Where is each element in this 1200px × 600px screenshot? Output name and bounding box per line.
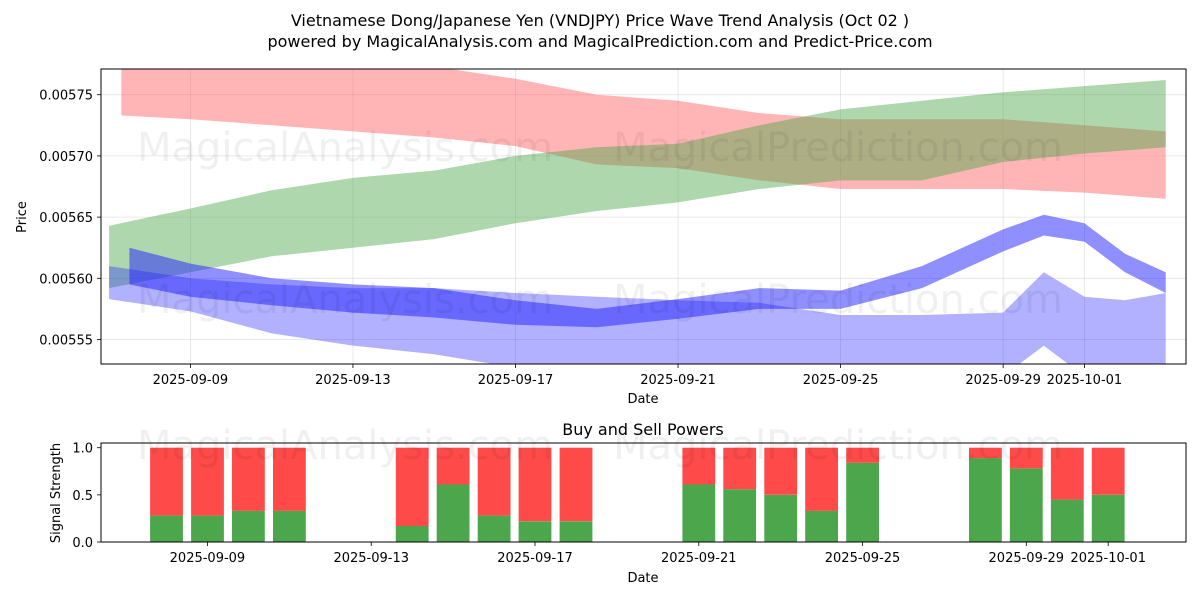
buy-bar	[518, 521, 552, 542]
watermark-top: MagicalAnalysis.com MagicalPrediction.co…	[137, 125, 1063, 323]
x-tick-label: 2025-09-21	[640, 373, 716, 388]
sell-bar	[150, 447, 183, 516]
buy-bar	[273, 510, 306, 542]
price-axes: 2025-09-09 2025-09-13 2025-09-17 2025-09-21…	[39, 89, 1122, 388]
sell-bar	[723, 447, 757, 490]
signal-plot-frame	[100, 442, 1187, 543]
buy-bar	[846, 462, 879, 542]
x-tick-label: 2025-09-17	[497, 551, 573, 566]
watermark-text: MagicalPrediction.com	[613, 423, 1063, 469]
watermark-text: MagicalPrediction.com	[613, 125, 1063, 171]
buy-bar	[191, 515, 224, 542]
buy-bar	[477, 515, 511, 542]
signal-x-axis-label: Date	[627, 571, 658, 586]
buy-bar	[559, 521, 593, 542]
price-y-axis-label: Price	[15, 201, 30, 233]
buy-bar	[682, 484, 716, 542]
buy-bar	[1050, 499, 1084, 542]
watermark-bottom: MagicalAnalysis.com MagicalPrediction.co…	[137, 423, 1063, 469]
x-tick-label: 2025-10-01	[1047, 373, 1123, 388]
sell-bar	[273, 447, 306, 511]
sell-bar	[559, 447, 593, 522]
sell-bar	[1050, 447, 1084, 500]
x-tick-label: 2025-09-09	[170, 551, 246, 566]
sell-bar	[805, 447, 838, 511]
x-tick-label: 2025-09-29	[989, 551, 1065, 566]
x-tick-label: 2025-09-25	[825, 551, 901, 566]
chart-title: Vietnamese Dong/Japanese Yen (VNDJPY) Pr…	[291, 11, 909, 30]
signal-y-axis-label: Signal Strength	[49, 443, 64, 543]
y-tick-label: 0.5	[72, 489, 93, 504]
watermark-text: MagicalAnalysis.com	[137, 277, 553, 323]
x-tick-label: 2025-09-29	[965, 373, 1041, 388]
buy-bar	[150, 515, 183, 542]
signal-bars	[150, 447, 1125, 542]
y-tick-label: 0.0	[72, 536, 93, 551]
buy-bar	[1009, 468, 1043, 542]
sell-bar	[436, 447, 470, 485]
sell-bar	[1009, 447, 1043, 469]
x-tick-label: 2025-09-13	[315, 373, 391, 388]
sell-bar	[395, 447, 429, 526]
watermark-text: MagicalAnalysis.com	[137, 423, 553, 469]
price-band-0	[121, 69, 1166, 199]
signal-chart-title: Buy and Sell Powers	[562, 420, 724, 439]
sell-bar	[232, 447, 265, 511]
sell-bar	[191, 447, 224, 516]
y-tick-label: 1.0	[72, 442, 93, 457]
sell-bar	[477, 447, 511, 516]
watermark-text: MagicalPrediction.com	[613, 277, 1063, 323]
x-tick-label: 2025-09-13	[333, 551, 409, 566]
sell-bar	[682, 447, 716, 485]
y-tick-label: 0.00570	[39, 150, 93, 165]
buy-bar	[436, 484, 470, 542]
y-tick-label: 0.00575	[39, 89, 93, 104]
buy-bar	[232, 510, 265, 542]
y-tick-label: 0.00565	[39, 211, 93, 226]
buy-bar	[764, 494, 798, 542]
x-tick-label: 2025-09-25	[803, 373, 879, 388]
signal-axes: 2025-09-09 2025-09-13 2025-09-17 2025-09-21…	[72, 442, 1146, 566]
x-tick-label: 2025-09-21	[661, 551, 737, 566]
sell-bar	[846, 447, 879, 463]
price-band-3	[129, 214, 1166, 328]
x-tick-label: 2025-10-01	[1070, 551, 1146, 566]
buy-bar	[805, 510, 838, 542]
y-tick-label: 0.00560	[39, 272, 93, 287]
price-plot-frame	[100, 68, 1187, 365]
x-tick-label: 2025-09-09	[153, 373, 229, 388]
buy-bar	[969, 458, 1002, 542]
buy-bar	[395, 526, 429, 542]
buy-bar	[723, 489, 757, 542]
buy-bar	[1091, 494, 1125, 542]
price-bands	[109, 69, 1166, 364]
chart-subtitle: powered by MagicalAnalysis.com and Magic…	[267, 32, 932, 51]
sell-bar	[1091, 447, 1125, 495]
price-x-axis-label: Date	[627, 392, 658, 407]
sell-bar	[969, 447, 1002, 459]
watermark-text: MagicalAnalysis.com	[137, 125, 553, 171]
x-tick-label: 2025-09-17	[478, 373, 554, 388]
sell-bar	[764, 447, 798, 495]
y-tick-label: 0.00555	[39, 334, 93, 349]
sell-bar	[518, 447, 552, 522]
price-band-1	[109, 80, 1166, 289]
